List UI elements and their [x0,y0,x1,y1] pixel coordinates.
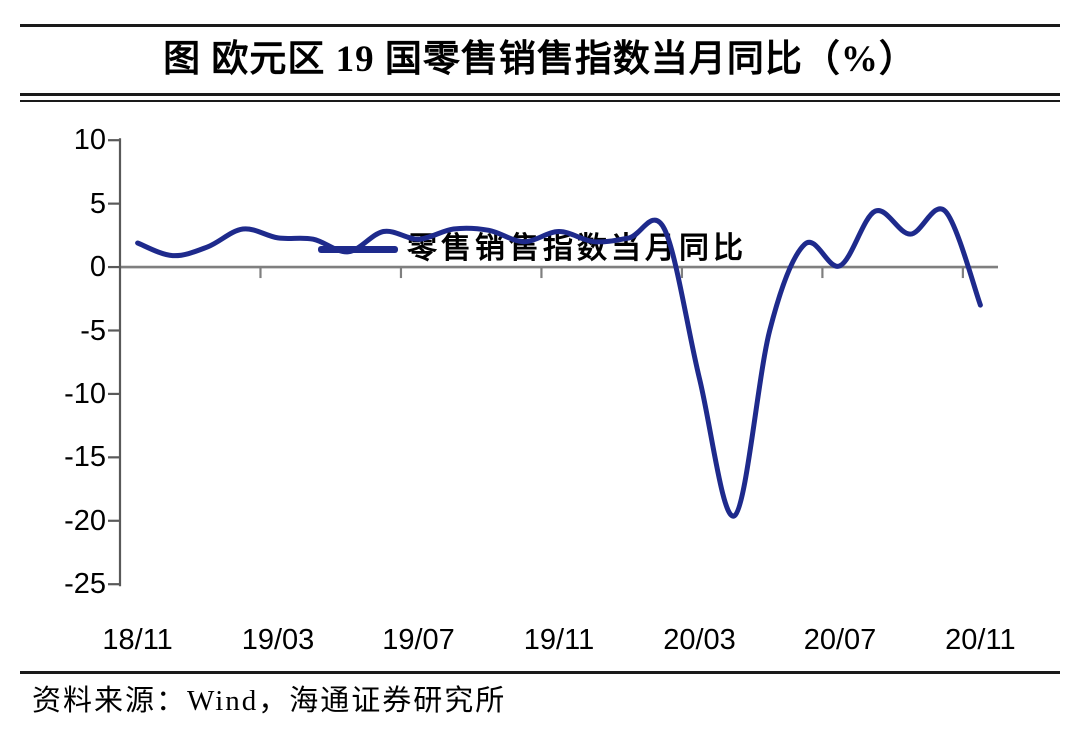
source-text: 资料来源：Wind，海通证券研究所 [32,685,507,717]
y-axis-label: 5 [89,187,106,220]
y-axis-label: -25 [64,568,106,601]
y-axis-label: -20 [64,504,106,537]
x-axis-label: 19/03 [241,624,315,656]
x-axis-label: 20/03 [663,624,736,656]
y-axis-label: -10 [64,377,106,410]
x-axis-label: 19/11 [523,624,595,656]
x-axis-label: 20/11 [945,624,1016,656]
title-separator-thin [20,100,1060,102]
title-separator-thick [20,93,1060,96]
y-axis-label: 0 [89,251,106,284]
x-axis-label: 20/07 [803,624,877,656]
x-axis-label: 19/07 [382,624,455,656]
y-axis-label: -15 [64,441,106,474]
footer-rule [20,671,1060,674]
top-rule [20,24,1060,27]
x-axis-label: 18/11 [102,624,173,656]
retail-sales-yoy-line [135,206,983,519]
y-axis-label: 10 [73,124,106,157]
y-axis-label: -5 [80,314,106,347]
page-title: 图 欧元区 19 国零售销售指数当月同比（%） [163,39,917,80]
